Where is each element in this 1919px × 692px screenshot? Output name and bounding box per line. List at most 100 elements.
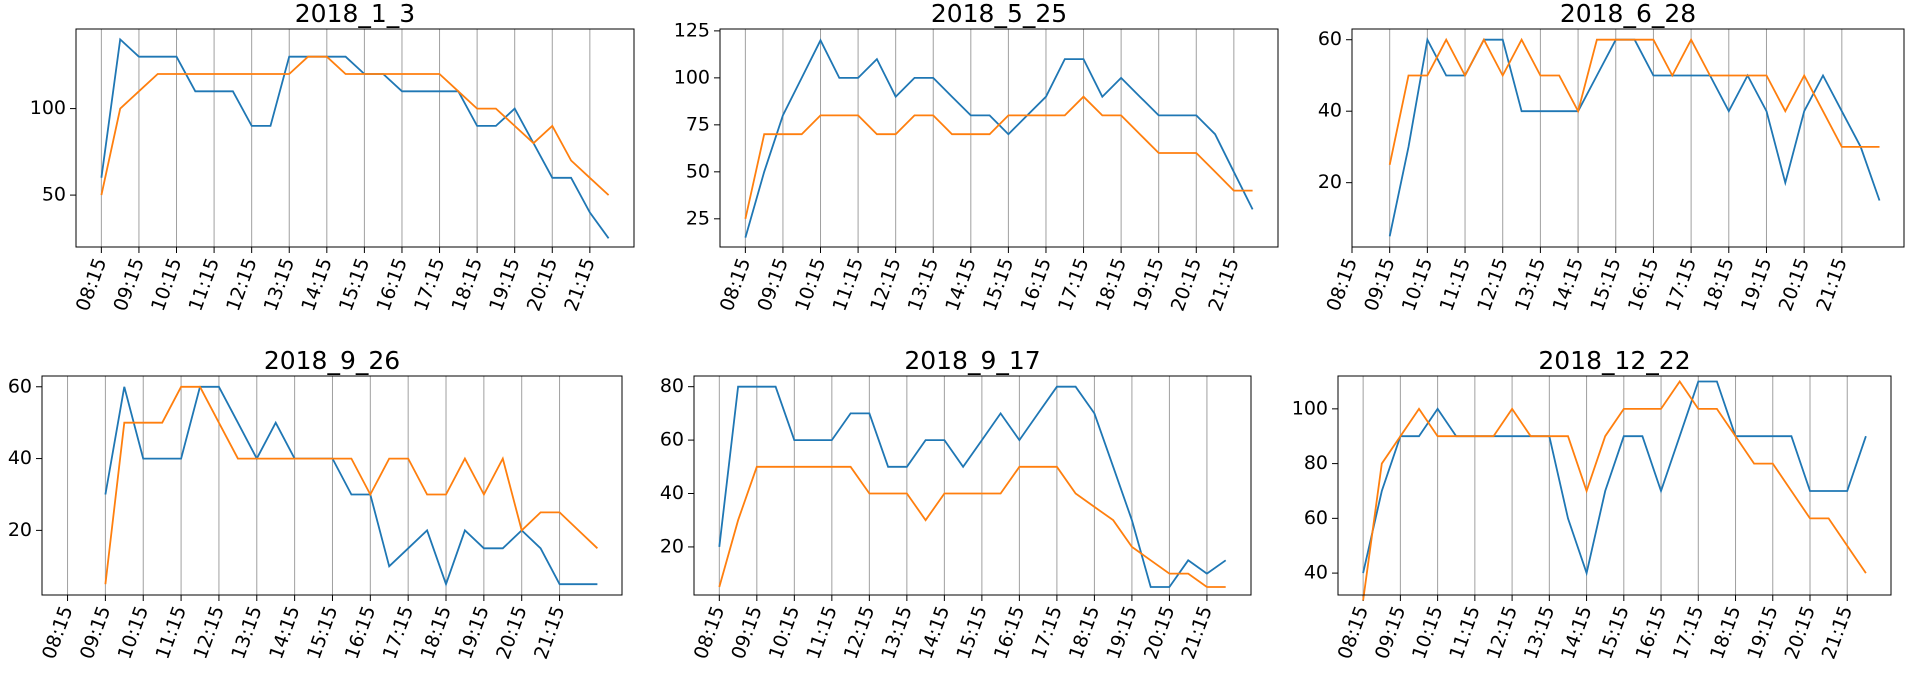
series-line <box>1362 379 1867 601</box>
plot-frame <box>693 375 1252 596</box>
plot-frame <box>41 375 623 596</box>
x-tick-label: 20:15 <box>1775 255 1814 314</box>
y-tick-label: 100 <box>30 97 66 119</box>
x-tick-label: 21:15 <box>1818 603 1857 662</box>
series-line <box>104 385 598 587</box>
y-tick-label: 60 <box>8 375 32 397</box>
x-tick-label: 16:15 <box>372 255 411 314</box>
x-tick-label: 08:15 <box>690 603 729 662</box>
y-tick-label: 80 <box>1304 452 1328 474</box>
subplot: 2018_5_2508:1509:1510:1511:1512:1513:151… <box>674 0 1279 314</box>
x-tick-label: 16:15 <box>990 603 1029 662</box>
x-tick-label: 20:15 <box>1140 603 1179 662</box>
y-tick-label: 40 <box>8 447 32 469</box>
x-tick-label: 14:15 <box>265 603 304 662</box>
y-tick-label: 60 <box>660 429 684 451</box>
x-tick-label: 09:15 <box>727 603 766 662</box>
x-tick-label: 14:15 <box>1549 255 1588 314</box>
x-tick-label: 17:15 <box>1662 255 1701 314</box>
y-tick-label: 25 <box>686 207 710 229</box>
y-tick-label: 60 <box>1318 28 1342 50</box>
x-tick-label: 21:15 <box>560 255 599 314</box>
x-tick-label: 08:15 <box>1334 603 1373 662</box>
series-line <box>104 385 599 585</box>
plot-frame <box>75 28 635 248</box>
x-tick-label: 13:15 <box>904 255 943 314</box>
x-tick-label: 21:15 <box>1204 255 1243 314</box>
x-tick-label: 08:15 <box>716 255 755 314</box>
x-tick-label: 10:15 <box>765 603 804 662</box>
x-tick-label: 14:15 <box>941 255 980 314</box>
chart-title: 2018_9_26 <box>264 346 400 375</box>
x-tick-label: 14:15 <box>915 603 954 662</box>
chart-title: 2018_1_3 <box>295 0 415 28</box>
series-line <box>100 37 610 239</box>
x-tick-label: 12:15 <box>189 603 228 662</box>
x-tick-label: 11:15 <box>1445 603 1484 662</box>
chart-title: 2018_9_17 <box>904 346 1040 375</box>
x-tick-label: 09:15 <box>109 255 148 314</box>
x-tick-label: 18:15 <box>1092 255 1131 314</box>
subplot: 2018_9_1708:1509:1510:1511:1512:1513:151… <box>660 346 1252 662</box>
x-tick-label: 11:15 <box>152 603 191 662</box>
x-tick-label: 08:15 <box>72 255 111 314</box>
x-tick-label: 17:15 <box>1054 255 1093 314</box>
y-tick-label: 50 <box>42 184 66 206</box>
y-tick-label: 100 <box>674 66 710 88</box>
x-tick-label: 12:15 <box>840 603 879 662</box>
x-tick-label: 08:15 <box>1322 255 1361 314</box>
subplot: 2018_6_2808:1509:1510:1511:1512:1513:151… <box>1318 0 1905 314</box>
x-tick-label: 09:15 <box>753 255 792 314</box>
chart-title: 2018_5_25 <box>931 0 1067 28</box>
x-tick-label: 15:15 <box>979 255 1018 314</box>
y-tick-label: 50 <box>686 160 710 182</box>
series-line <box>744 38 1254 238</box>
y-tick-label: 20 <box>660 535 684 557</box>
x-tick-label: 19:15 <box>485 255 524 314</box>
y-tick-label: 40 <box>1318 100 1342 122</box>
x-tick-label: 18:15 <box>1065 603 1104 662</box>
subplot: 2018_12_22 08:1509:1510:1511:1512:1513:15… <box>1292 346 1892 662</box>
x-tick-label: 12:15 <box>222 255 261 314</box>
series-line <box>1362 380 1867 577</box>
x-tick-label: 17:15 <box>410 255 449 314</box>
y-tick-label: 80 <box>660 375 684 397</box>
y-tick-label: 75 <box>686 113 710 135</box>
x-tick-label: 13:15 <box>227 603 266 662</box>
x-tick-label: 13:15 <box>1520 603 1559 662</box>
x-tick-label: 10:15 <box>147 255 186 314</box>
x-tick-label: 12:15 <box>1483 603 1522 662</box>
x-tick-label: 19:15 <box>1743 603 1782 662</box>
x-tick-label: 09:15 <box>1360 255 1399 314</box>
x-tick-label: 12:15 <box>1473 255 1512 314</box>
y-tick-label: 20 <box>1318 171 1342 193</box>
x-tick-label: 12:15 <box>866 255 905 314</box>
x-tick-label: 17:15 <box>1669 603 1708 662</box>
x-tick-label: 13:15 <box>260 255 299 314</box>
series-line <box>1388 37 1880 165</box>
y-tick-label: 125 <box>674 19 710 41</box>
x-tick-label: 08:15 <box>38 603 77 662</box>
x-tick-label: 16:15 <box>1624 255 1663 314</box>
x-tick-label: 11:15 <box>829 255 868 314</box>
x-tick-label: 09:15 <box>76 603 115 662</box>
x-tick-label: 13:15 <box>1511 255 1550 314</box>
x-tick-label: 18:15 <box>1699 255 1738 314</box>
x-tick-label: 15:15 <box>1586 255 1625 314</box>
x-tick-label: 18:15 <box>448 255 487 314</box>
x-tick-label: 11:15 <box>802 603 841 662</box>
x-tick-label: 21:15 <box>530 603 569 662</box>
x-tick-label: 18:15 <box>1706 603 1745 662</box>
y-tick-label: 20 <box>8 519 32 541</box>
y-tick-label: 60 <box>1304 507 1328 529</box>
series-line <box>100 55 610 196</box>
x-tick-label: 21:15 <box>1177 603 1216 662</box>
x-tick-label: 11:15 <box>185 255 224 314</box>
x-tick-label: 19:15 <box>1129 255 1168 314</box>
plot-frame <box>1337 375 1892 596</box>
x-tick-label: 17:15 <box>379 603 418 662</box>
y-tick-label: 40 <box>1304 562 1328 584</box>
x-tick-label: 14:15 <box>297 255 336 314</box>
x-tick-label: 16:15 <box>341 603 380 662</box>
